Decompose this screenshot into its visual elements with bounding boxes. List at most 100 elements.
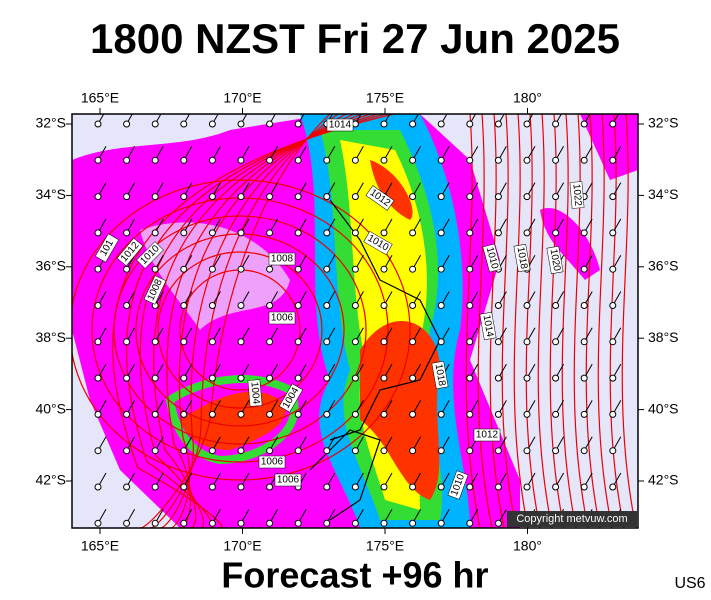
station bbox=[494, 229, 502, 237]
isobar-label-bg bbox=[326, 118, 354, 132]
isobar bbox=[149, 114, 339, 528]
station bbox=[637, 449, 638, 452]
station bbox=[94, 302, 102, 309]
wind-barb bbox=[641, 219, 649, 233]
station bbox=[494, 374, 502, 382]
station bbox=[609, 265, 617, 273]
station bbox=[523, 120, 531, 128]
lat-label: 40°S bbox=[35, 400, 66, 416]
copyright: Copyright metvuw.com bbox=[516, 513, 627, 525]
station bbox=[552, 374, 560, 382]
isobar-label-bg bbox=[247, 379, 263, 407]
station bbox=[580, 483, 588, 491]
station bbox=[380, 156, 388, 164]
station bbox=[294, 193, 302, 201]
station bbox=[208, 338, 216, 346]
isobar-label-bg bbox=[482, 243, 502, 273]
isobar bbox=[549, 114, 565, 528]
station bbox=[437, 519, 445, 527]
isobar bbox=[501, 114, 517, 528]
station bbox=[523, 156, 531, 164]
station bbox=[466, 410, 474, 418]
station bbox=[123, 193, 131, 201]
station bbox=[580, 156, 588, 164]
station bbox=[323, 338, 331, 346]
station bbox=[94, 265, 102, 273]
station bbox=[123, 302, 131, 309]
station bbox=[523, 338, 531, 346]
station bbox=[580, 338, 588, 346]
isobar-label-bg bbox=[278, 383, 304, 413]
station bbox=[237, 229, 245, 237]
station bbox=[466, 229, 474, 237]
isobar bbox=[525, 114, 541, 528]
station bbox=[523, 483, 531, 491]
lon-label: 170°E bbox=[223, 90, 261, 106]
station bbox=[437, 483, 445, 491]
station bbox=[208, 447, 216, 455]
station bbox=[151, 374, 159, 382]
isobar-label-bg bbox=[513, 243, 531, 273]
forecast-label: Forecast +96 hr bbox=[221, 555, 488, 596]
station bbox=[351, 374, 359, 382]
isobar-label: 1018 bbox=[515, 246, 530, 270]
station bbox=[237, 156, 245, 164]
station bbox=[323, 374, 331, 382]
station bbox=[380, 120, 388, 128]
station bbox=[94, 156, 102, 164]
station bbox=[151, 447, 159, 455]
isobar-label: 1012 bbox=[476, 430, 499, 441]
station bbox=[409, 374, 417, 382]
station bbox=[237, 410, 245, 418]
station bbox=[123, 338, 131, 346]
station bbox=[552, 302, 560, 309]
lat-label: 34°S bbox=[648, 186, 679, 202]
station bbox=[380, 447, 388, 455]
station bbox=[466, 193, 474, 201]
isobar-label-bg bbox=[431, 360, 449, 390]
isobar-label-group: 1020 bbox=[546, 245, 564, 275]
station bbox=[180, 338, 188, 346]
station bbox=[494, 302, 502, 309]
isobar bbox=[159, 114, 347, 528]
station bbox=[94, 229, 102, 237]
station bbox=[351, 447, 359, 455]
station bbox=[380, 302, 388, 309]
station bbox=[580, 120, 588, 128]
station bbox=[94, 519, 102, 527]
station bbox=[437, 410, 445, 418]
station bbox=[609, 229, 617, 237]
station bbox=[494, 338, 502, 346]
station bbox=[151, 483, 159, 491]
station bbox=[523, 302, 531, 309]
isobar-label-group: 1006 bbox=[258, 455, 286, 469]
wind-barb bbox=[641, 364, 649, 378]
station bbox=[552, 156, 560, 164]
station bbox=[237, 193, 245, 201]
station bbox=[266, 302, 274, 309]
map-area bbox=[72, 114, 649, 528]
station bbox=[494, 193, 502, 201]
station bbox=[552, 338, 560, 346]
isobar-label-bg bbox=[143, 275, 167, 305]
station bbox=[237, 374, 245, 382]
station bbox=[180, 483, 188, 491]
lat-label: 38°S bbox=[35, 329, 66, 345]
lon-label: 175°E bbox=[366, 538, 404, 554]
isobar-label: 1006 bbox=[261, 457, 284, 468]
station bbox=[208, 265, 216, 273]
station bbox=[266, 338, 274, 346]
isobar-label-bg bbox=[136, 241, 164, 269]
station bbox=[552, 229, 560, 237]
station bbox=[208, 120, 216, 128]
isobar-label-group: 1010 bbox=[482, 243, 502, 273]
isobar-label-bg bbox=[258, 455, 286, 469]
isobar-label: 1006 bbox=[277, 475, 300, 486]
model-code: US6 bbox=[674, 575, 705, 592]
station bbox=[180, 156, 188, 164]
isobar-label-bg bbox=[363, 230, 393, 256]
station bbox=[523, 447, 531, 455]
isobar-label-group: 1014 bbox=[479, 311, 497, 341]
lon-label: 165°E bbox=[81, 538, 119, 554]
isobar-label-bg bbox=[94, 233, 120, 263]
